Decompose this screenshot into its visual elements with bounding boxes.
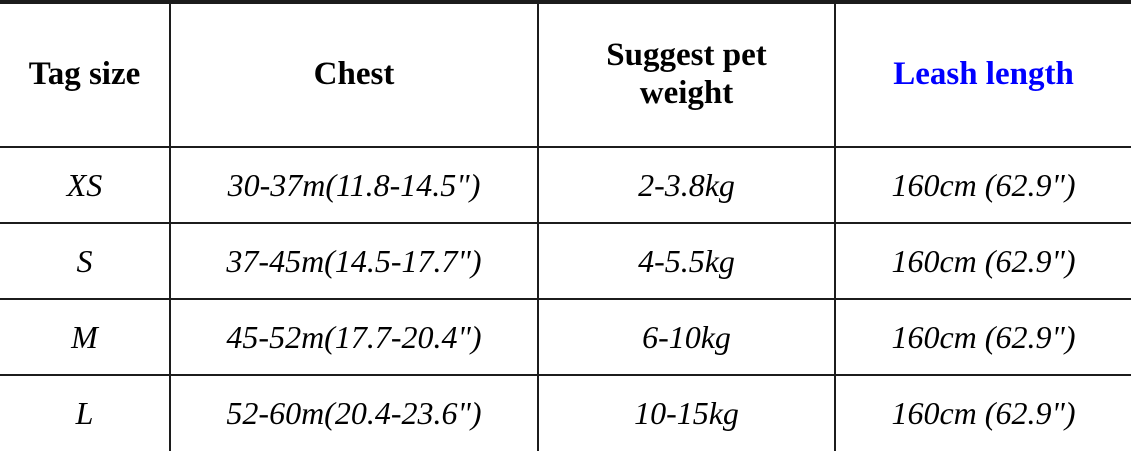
table-row-xs: XS 30-37m(11.8-14.5") 2-3.8kg 160cm (62.… (0, 146, 1131, 224)
cell-weight: 6-10kg (537, 298, 836, 376)
cell-tag-size: S (0, 222, 171, 300)
cell-leash: 160cm (62.9") (834, 298, 1131, 376)
header-cell-tag-size: Tag size (0, 0, 171, 148)
cell-weight: 4-5.5kg (537, 222, 836, 300)
cell-chest: 45-52m(17.7-20.4") (169, 298, 539, 376)
header-cell-suggest-pet-weight: Suggest pet weight (537, 0, 836, 148)
cell-chest: 30-37m(11.8-14.5") (169, 146, 539, 224)
cell-tag-size: XS (0, 146, 171, 224)
cell-tag-size: M (0, 298, 171, 376)
cell-chest: 37-45m(14.5-17.7") (169, 222, 539, 300)
size-chart-header-row: Tag size Chest Suggest pet weight Leash … (0, 0, 1131, 148)
cell-leash: 160cm (62.9") (834, 222, 1131, 300)
table-row-m: M 45-52m(17.7-20.4") 6-10kg 160cm (62.9"… (0, 298, 1131, 376)
table-row-s: S 37-45m(14.5-17.7") 4-5.5kg 160cm (62.9… (0, 222, 1131, 300)
cell-chest: 52-60m(20.4-23.6") (169, 374, 539, 451)
header-label-suggest-pet-weight: Suggest pet weight (606, 37, 767, 111)
table-row-l: L 52-60m(20.4-23.6") 10-15kg 160cm (62.9… (0, 374, 1131, 451)
cell-weight: 2-3.8kg (537, 146, 836, 224)
header-cell-leash-length: Leash length (834, 0, 1131, 148)
cell-leash: 160cm (62.9") (834, 374, 1131, 451)
cell-weight: 10-15kg (537, 374, 836, 451)
header-cell-chest: Chest (169, 0, 539, 148)
cell-leash: 160cm (62.9") (834, 146, 1131, 224)
cell-tag-size: L (0, 374, 171, 451)
